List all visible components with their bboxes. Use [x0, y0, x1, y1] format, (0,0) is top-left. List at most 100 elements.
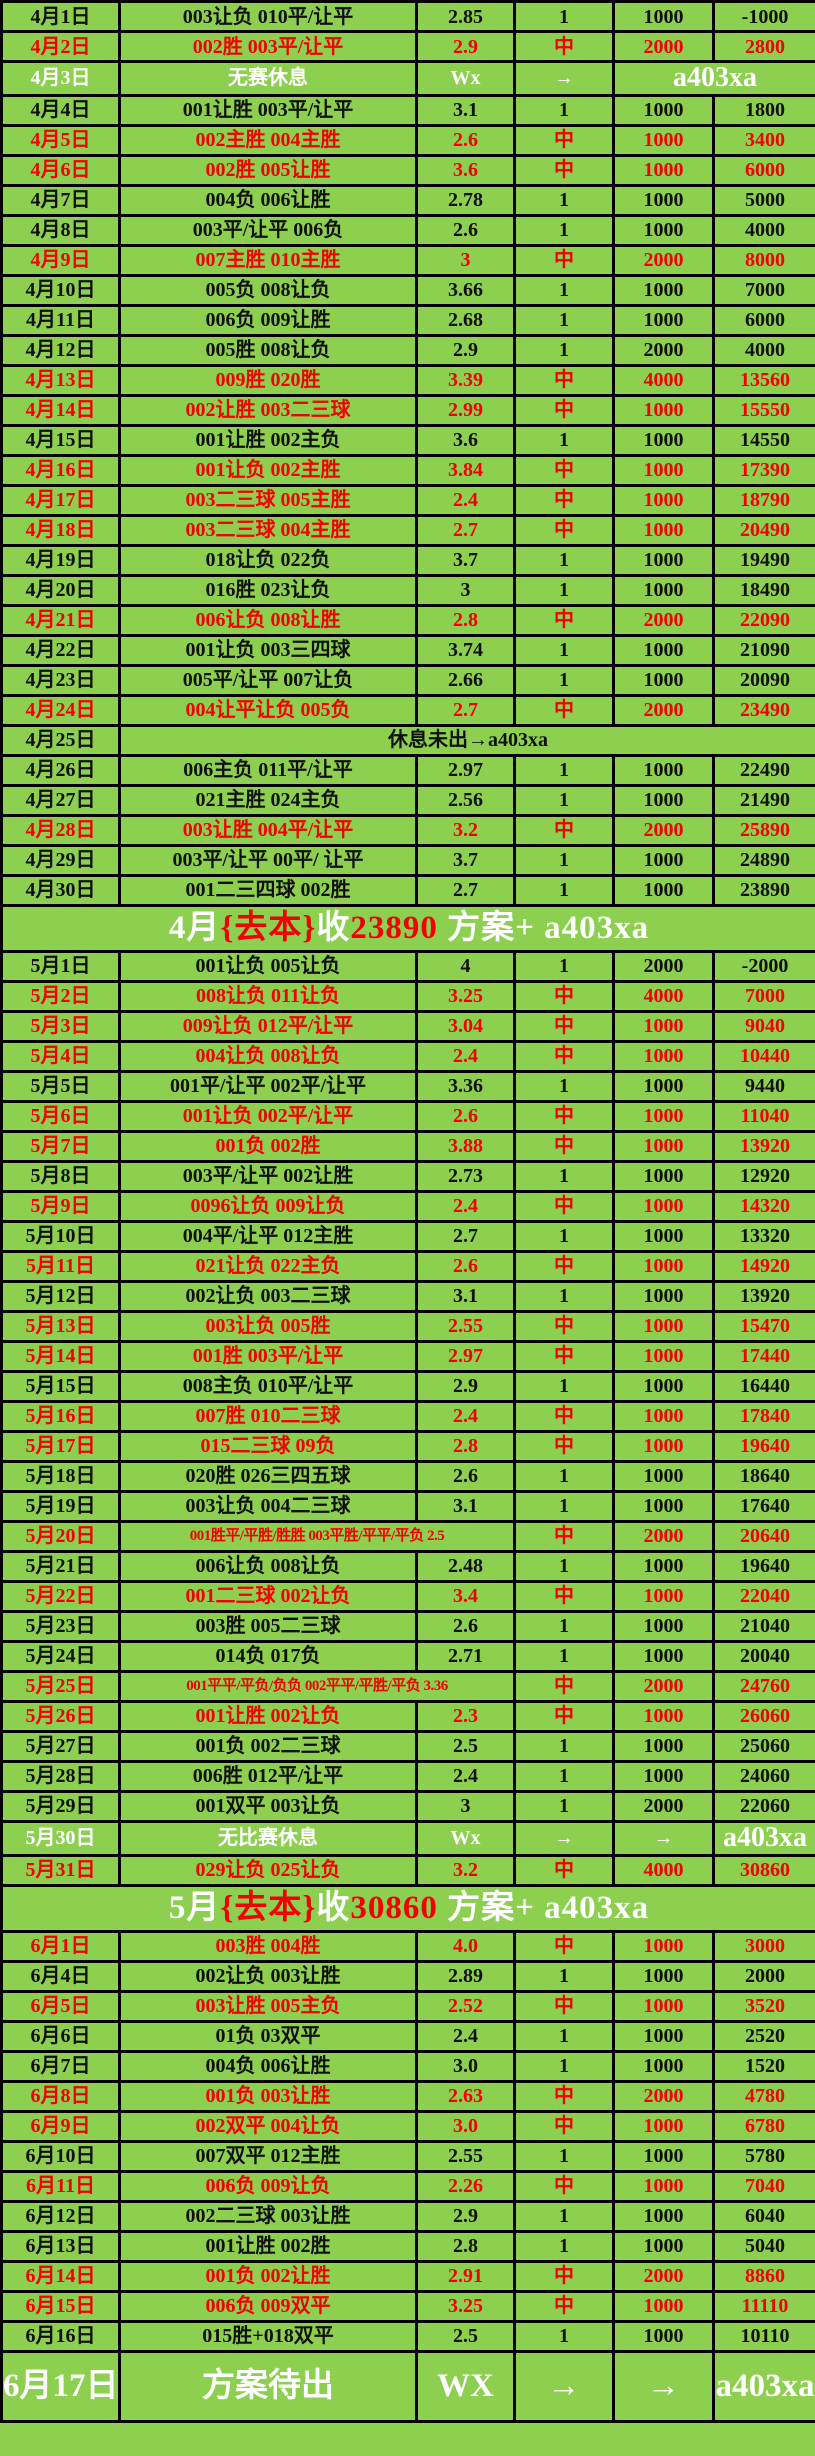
cell-date: 6月5日 [0, 1989, 121, 2023]
cell-total: 4000 [712, 333, 815, 367]
cell-date: 6月6日 [0, 2019, 121, 2053]
cell-total: 19490 [712, 543, 815, 577]
cell-date: 5月12日 [0, 1279, 121, 1313]
cell-stake: 1000 [612, 393, 715, 427]
cell-picks: 006负 009让负 [118, 2169, 418, 2203]
cell-result: 中 [513, 2079, 615, 2113]
record-row: 6月11日 006负 009让负 2.26 中 1000 7040 [0, 2169, 815, 2203]
cell-result: 1 [513, 0, 615, 33]
cell-picks: 001让负 005让负 [118, 949, 418, 983]
cell-stake: 2000 [612, 603, 715, 637]
cell-picks: 004让负 008让负 [118, 1039, 418, 1073]
cell-odds: 3 [415, 573, 516, 607]
cell-result: 中 [513, 1853, 615, 1887]
cell-total: 26060 [712, 1699, 815, 1733]
cell-odds: 2.6 [415, 1609, 516, 1643]
cell-date: 4月2日 [0, 30, 121, 63]
record-row: 5月22日 001二三球 002让负 3.4 中 1000 22040 [0, 1579, 815, 1613]
summary-segment: 5月 [168, 1889, 221, 1926]
cell-date: 6月8日 [0, 2079, 121, 2113]
cell-result: 中 [513, 1189, 615, 1223]
record-row: 5月25日 001平平/平负/负负 002平平/平胜/平负 3.36 中 2000 24… [0, 1669, 815, 1703]
cell-date: 4月5日 [0, 123, 121, 157]
cell-stake: 1000 [612, 2229, 715, 2263]
cell-result: 1 [513, 1549, 615, 1583]
cell-stake: 4000 [612, 363, 715, 397]
cell-date: 6月13日 [0, 2229, 121, 2263]
cell-picks: 001负 002让胜 [118, 2259, 418, 2293]
cell-picks: 001让负 002平/让平 [118, 1099, 418, 1133]
cell-picks: 005胜 008让负 [118, 333, 418, 367]
cell-result: 中 [513, 453, 615, 487]
record-row: 6月15日 006负 009双平 3.25 中 1000 11110 [0, 2289, 815, 2323]
cell-picks: 020胜 026三四五球 [118, 1459, 418, 1493]
cell-total: 5000 [712, 183, 815, 217]
cell-stake: 1000 [612, 1699, 715, 1733]
cell-date: 5月16日 [0, 1399, 121, 1433]
cell-date: 4月15日 [0, 423, 121, 457]
cell-total: 1520 [712, 2049, 815, 2083]
cell-date: 5月31日 [0, 1853, 121, 1887]
cell-odds: 2.6 [415, 1459, 516, 1493]
record-row: 6月9日 002双平 004让负 3.0 中 1000 6780 [0, 2109, 815, 2143]
cell-odds: 3.4 [415, 1579, 516, 1613]
cell-date: 4月17日 [0, 483, 121, 517]
cell-stake: → [612, 2349, 715, 2423]
record-row: 4月10日 005负 008让负 3.66 1 1000 7000 [0, 273, 815, 307]
cell-stake: 1000 [612, 1129, 715, 1163]
cell-stake: 1000 [612, 2169, 715, 2203]
cell-total: 17390 [712, 453, 815, 487]
cell-total: 3400 [712, 123, 815, 157]
cell-result: 1 [513, 543, 615, 577]
cell-result: 中 [513, 30, 615, 63]
cell-picks: 003胜 004胜 [118, 1929, 418, 1963]
cell-odds: 3.36 [415, 1069, 516, 1103]
cell-odds: 3.88 [415, 1129, 516, 1163]
record-row: 5月10日 004平/让平 012主胜 2.7 1 1000 13320 [0, 1219, 815, 1253]
cell-picks: 001让胜 002让负 [118, 1699, 418, 1733]
cell-stake: 1000 [612, 2109, 715, 2143]
record-row: 4月19日 018让负 022负 3.7 1 1000 19490 [0, 543, 815, 577]
cell-picks: 016胜 023让负 [118, 573, 418, 607]
cell-total: 6000 [712, 153, 815, 187]
record-row: 4月12日 005胜 008让负 2.9 1 2000 4000 [0, 333, 815, 367]
cell-stake: 2000 [612, 243, 715, 277]
cell-result: 1 [513, 1069, 615, 1103]
cell-picks: 002双平 004让负 [118, 2109, 418, 2143]
record-row: 4月14日 002让胜 003二三球 2.99 中 1000 15550 [0, 393, 815, 427]
cell-odds: 2.9 [415, 333, 516, 367]
record-row: 4月16日 001让负 002主胜 3.84 中 1000 17390 [0, 453, 815, 487]
cell-total: 16440 [712, 1369, 815, 1403]
cell-stake: 2000 [612, 2259, 715, 2293]
record-row: 4月3日 无赛休息 Wx → a403xa [0, 60, 815, 97]
cell-total: 3520 [712, 1989, 815, 2023]
cell-date: 5月4日 [0, 1039, 121, 1073]
cell-stake: a403xa [612, 60, 815, 97]
cell-total: 20040 [712, 1639, 815, 1673]
cell-total: 4780 [712, 2079, 815, 2113]
cell-stake: 1000 [612, 1159, 715, 1193]
cell-stake: 1000 [612, 753, 715, 787]
cell-picks: 001负 003让胜 [118, 2079, 418, 2113]
record-row: 5月15日 008主负 010平/让平 2.9 1 1000 16440 [0, 1369, 815, 1403]
summary-segment: 收 [316, 910, 351, 947]
cell-picks: 001二三球 002让负 [118, 1579, 418, 1613]
cell-odds: 2.48 [415, 1549, 516, 1583]
cell-stake: 1000 [612, 843, 715, 877]
cell-result: 1 [513, 1489, 615, 1523]
cell-result: 1 [513, 183, 615, 217]
cell-date: 5月25日 [0, 1669, 121, 1703]
cell-odds: 2.52 [415, 1989, 516, 2023]
cell-date: 5月17日 [0, 1429, 121, 1463]
cell-odds: 2.6 [415, 1249, 516, 1283]
cell-result: 1 [513, 2139, 615, 2173]
cell-stake: 1000 [612, 2019, 715, 2053]
cell-total: 13920 [712, 1279, 815, 1313]
cell-date: 4月28日 [0, 813, 121, 847]
cell-picks: 无比赛休息 [118, 1819, 418, 1857]
cell-date: 5月24日 [0, 1639, 121, 1673]
cell-odds: 2.4 [415, 1399, 516, 1433]
cell-total: 15470 [712, 1309, 815, 1343]
